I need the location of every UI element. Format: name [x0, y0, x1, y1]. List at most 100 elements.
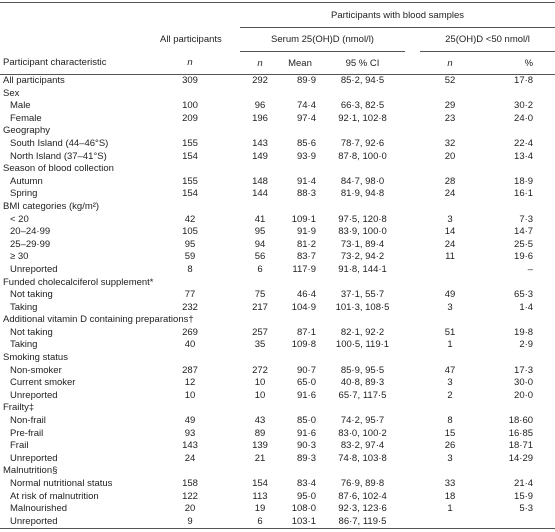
cell	[420, 264, 480, 277]
section-label: BMI categories (kg/m²)	[3, 200, 100, 212]
data-row: Taking 40 35 109·8 100·5, 119·1 1 2·9	[0, 339, 555, 352]
cell: 158	[182, 478, 198, 489]
cell: 143	[182, 440, 198, 452]
cell: 14	[444, 226, 456, 238]
row-label: Unreported	[10, 263, 58, 275]
cell: 154	[182, 150, 198, 162]
gap	[220, 339, 240, 352]
cell: 40·8, 89·3	[340, 377, 385, 389]
cell: 51	[444, 326, 456, 338]
cell: 56	[254, 251, 266, 263]
row-label: South Island (44–46°S)	[10, 137, 109, 149]
cell: 28	[444, 175, 456, 187]
data-row: Non-smoker 287 272 90·7 85·9, 95·5 47 17·3	[0, 365, 555, 378]
group-header: Participants with blood samples	[240, 2, 555, 28]
cell: 41	[254, 213, 266, 225]
row-label: North Island (37–41°S)	[10, 150, 107, 162]
cell: 19·6	[514, 251, 534, 263]
column-header: 95 % CI	[320, 51, 405, 75]
column-header: Serum 25(OH)D (nmol/l)	[240, 27, 405, 52]
cell: 85·9, 95·5	[340, 364, 385, 376]
gap	[405, 113, 420, 126]
cell: 83·2, 97·4	[340, 440, 385, 452]
cell: 35	[254, 339, 266, 351]
cell: 109·8	[291, 339, 316, 351]
cell: 81·2	[296, 238, 316, 250]
gap	[220, 176, 240, 189]
cell: 154	[182, 188, 198, 200]
cell: 117·9	[292, 263, 316, 275]
cell: 1	[447, 339, 453, 351]
cell: 96	[254, 100, 266, 112]
cell: 89·3	[296, 452, 316, 464]
gap	[220, 214, 240, 227]
cell: 24	[184, 452, 196, 464]
cell: 257	[252, 326, 268, 338]
gap	[220, 327, 240, 340]
data-row: ≥ 30 59 56 83·7 73·2, 94·2 11 19·6	[0, 251, 555, 264]
header-row: Participant characteristic n n Mean 95 %…	[0, 51, 555, 75]
cell: 17·3	[514, 364, 534, 376]
gap	[220, 415, 240, 428]
cell: 76·9, 89·8	[340, 478, 385, 489]
cell: 6	[257, 263, 263, 275]
cell: 1	[447, 503, 453, 515]
gap	[405, 415, 420, 428]
section-row: Smoking status	[0, 352, 555, 365]
cell: 30·0	[514, 377, 534, 389]
cell: 52	[444, 75, 456, 86]
row-label: 25–29·99	[10, 238, 51, 250]
cell: 155	[182, 137, 198, 149]
data-row: Unreported 24 21 89·3 74·8, 103·8 3 14·29	[0, 453, 555, 466]
cell: 81·9, 94·8	[340, 188, 385, 200]
column-header: All participants	[160, 34, 222, 45]
row-label: Spring	[10, 188, 38, 200]
cell: 15	[444, 427, 456, 439]
row-label: 20–24·99	[10, 226, 51, 238]
gap	[405, 289, 420, 302]
gap	[220, 138, 240, 151]
cell: 32	[444, 137, 456, 149]
gap	[405, 188, 420, 201]
cell: 37·1, 55·7	[340, 289, 385, 301]
row-label: ≥ 30	[10, 251, 29, 263]
cell: 85·6	[296, 137, 316, 149]
cell: 83·4	[296, 478, 316, 489]
gap	[405, 515, 420, 530]
gap	[220, 264, 240, 277]
section-row: Malnutrition§	[0, 465, 555, 478]
column-header: 25(OH)D <50 nmol/l	[420, 27, 555, 52]
data-row: Malnourished 20 19 108·0 92·3, 123·6 1 5·3	[0, 503, 555, 516]
row-label: < 20	[10, 213, 29, 225]
cell: 20·0	[514, 389, 534, 401]
cell: 20	[444, 150, 456, 162]
cell: 143	[252, 137, 268, 149]
cell: 149	[252, 150, 268, 162]
gap	[220, 377, 240, 390]
gap	[405, 491, 420, 504]
row-label: Normal nutritional status	[10, 478, 113, 489]
cell: 16·1	[514, 188, 534, 200]
cell: 3	[447, 377, 453, 389]
data-row: Unreported 9 6 103·1 86·7, 119·5	[0, 515, 555, 530]
cell: 89·9	[296, 75, 316, 86]
row-label: All participants	[3, 75, 65, 86]
data-row: Female 209 196 97·4 92·1, 102·8 23 24·0	[0, 113, 555, 126]
cell: 20	[184, 503, 196, 515]
cell: 8	[187, 263, 193, 275]
cell: 84·7, 98·0	[340, 175, 385, 187]
section-row: Funded cholecalciferol supplement*	[0, 277, 555, 290]
cell: 217	[252, 301, 268, 313]
cell: 82·1, 92·2	[340, 326, 385, 338]
data-row: Normal nutritional status 158 154 83·4 76·9,…	[0, 478, 555, 491]
cell: 23	[444, 112, 456, 124]
cell: 3	[447, 452, 453, 464]
cell: 9	[160, 515, 220, 530]
gap	[220, 503, 240, 516]
cell: 105	[182, 226, 198, 238]
gap	[405, 176, 420, 189]
section-row: Sex	[0, 88, 555, 101]
cell: 91·8, 144·1	[338, 263, 387, 275]
row-label: Malnourished	[10, 503, 68, 515]
cell: 100·5, 119·1	[335, 339, 390, 351]
